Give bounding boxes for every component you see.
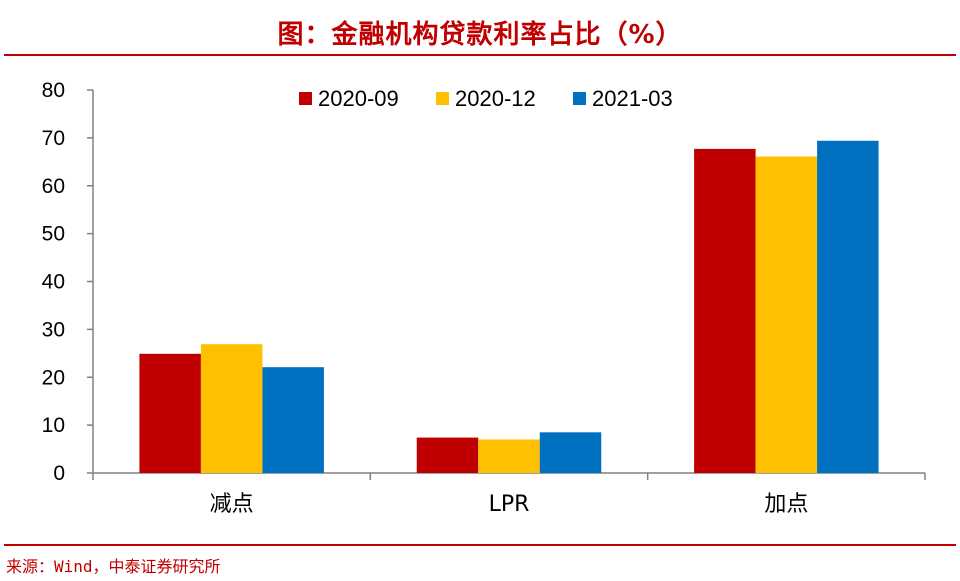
legend-label: 2020-12	[455, 86, 536, 111]
bar-2021-03-0	[262, 367, 324, 473]
bar-2020-09-0	[139, 353, 201, 473]
bar-2020-09-2	[694, 148, 756, 474]
x-category-label: 减点	[210, 492, 254, 517]
bar-2021-03-2	[817, 140, 879, 473]
chart-legend: 2020-09 2020-12 2021-03	[299, 86, 673, 111]
y-tick-label: 70	[42, 127, 65, 150]
chart-bars: 减点 LPR 加点	[139, 140, 879, 517]
y-tick-label: 30	[42, 318, 65, 341]
bar-2020-12-0	[200, 344, 263, 473]
x-category-label: LPR	[489, 492, 530, 517]
legend-label: 2020-09	[318, 86, 399, 111]
bar-2020-12-2	[755, 156, 818, 473]
y-tick-label: 20	[42, 366, 65, 389]
y-tick-label: 0	[53, 462, 65, 485]
bar-2020-09-1	[416, 437, 479, 473]
legend-swatch	[573, 92, 586, 105]
y-tick-label: 10	[42, 414, 65, 437]
footer-rule	[4, 544, 956, 546]
y-tick-label: 60	[42, 175, 65, 198]
chart-title: 图：金融机构贷款利率占比（%）	[277, 20, 683, 50]
legend-swatch	[299, 92, 312, 105]
source-note: 来源：Wind，中泰证券研究所	[6, 557, 221, 576]
x-category-label: 加点	[764, 492, 808, 517]
y-tick-label: 50	[42, 223, 65, 246]
legend-label: 2021-03	[592, 86, 673, 111]
bar-2021-03-1	[539, 432, 602, 473]
title-rule	[4, 54, 956, 56]
legend-swatch	[436, 92, 449, 105]
y-tick-label: 40	[42, 271, 65, 294]
chart-header: 图：金融机构贷款利率占比（%）	[0, 0, 960, 58]
bar-2020-12-1	[478, 439, 540, 473]
y-tick-label: 80	[42, 79, 65, 102]
